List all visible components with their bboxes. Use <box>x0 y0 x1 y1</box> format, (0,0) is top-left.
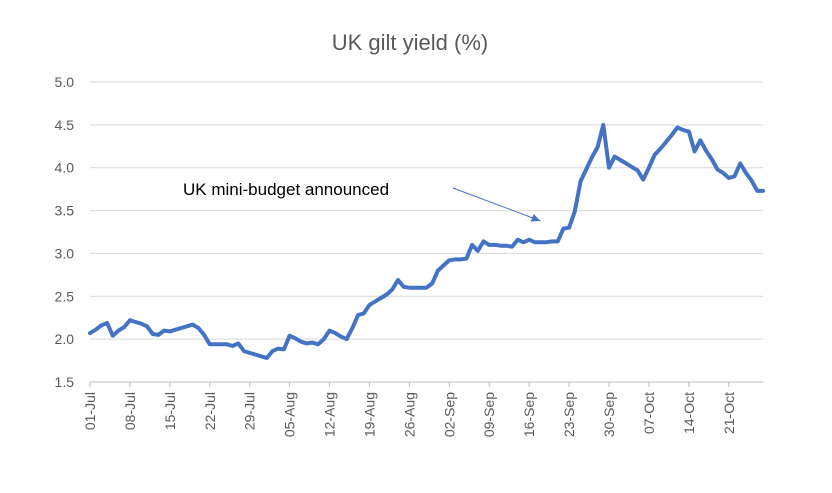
x-tick-label: 16-Sep <box>521 392 537 437</box>
y-tick-label: 3.0 <box>55 245 75 261</box>
annotation-label: UK mini-budget announced <box>183 180 389 199</box>
x-tick-label: 05-Aug <box>282 392 298 437</box>
y-tick-label: 5.0 <box>55 74 75 90</box>
series-line <box>90 125 763 358</box>
annotation-group: UK mini-budget announced <box>183 180 541 221</box>
x-axis: 01-Jul 08-Jul 15-Jul 22-Jul 29-Jul 05-Aug 12-A… <box>82 382 763 437</box>
chart-title: UK gilt yield (%) <box>332 30 488 55</box>
x-tick-label: 21-Oct <box>721 392 737 434</box>
x-tick-label: 22-Jul <box>202 392 218 430</box>
y-tick-label: 3.5 <box>55 203 75 219</box>
annotation-arrow <box>453 188 541 221</box>
x-tick-label: 29-Jul <box>242 392 258 430</box>
x-tick-label: 30-Sep <box>601 392 617 437</box>
x-tick-label: 07-Oct <box>641 392 657 434</box>
y-tick-label: 1.5 <box>55 374 75 390</box>
x-tick-label: 26-Aug <box>401 392 417 437</box>
x-tick-label: 01-Jul <box>82 392 98 430</box>
y-tick-label: 4.5 <box>55 117 75 133</box>
x-tick-label: 12-Aug <box>322 392 338 437</box>
x-tick-label: 08-Jul <box>122 392 138 430</box>
y-axis: 1.5 2.0 2.5 3.0 3.5 4.0 4.5 5.0 <box>55 74 75 390</box>
line-chart: UK gilt yield (%) 1.5 2.0 2.5 3.0 3.5 4.0 4.5 5… <box>0 0 832 493</box>
x-tick-label: 09-Sep <box>481 392 497 437</box>
x-tick-label: 23-Sep <box>561 392 577 437</box>
gridlines <box>90 82 763 339</box>
x-tick-label: 02-Sep <box>441 392 457 437</box>
y-tick-label: 4.0 <box>55 160 75 176</box>
y-tick-label: 2.0 <box>55 331 75 347</box>
annotation-arrow-head <box>531 214 541 221</box>
x-tick-label: 14-Oct <box>681 392 697 434</box>
series-group <box>90 125 763 358</box>
y-tick-label: 2.5 <box>55 288 75 304</box>
x-tick-label: 15-Jul <box>162 392 178 430</box>
x-tick-label: 19-Aug <box>361 392 377 437</box>
